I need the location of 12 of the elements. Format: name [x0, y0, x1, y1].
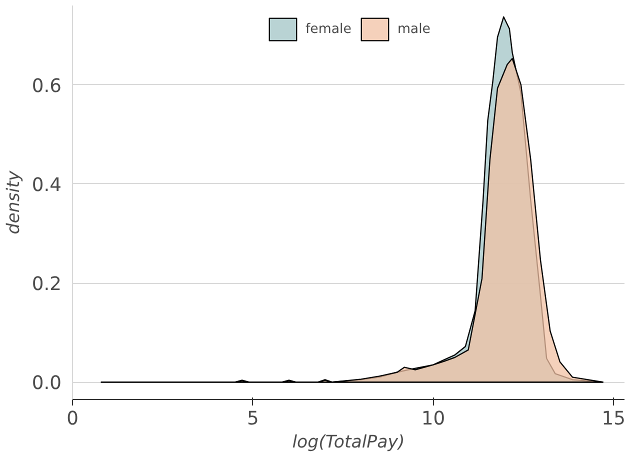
y-tick-label: 0.6	[32, 76, 62, 97]
y-tick-label: 0.0	[32, 373, 62, 394]
y-tick-label: 0.4	[32, 174, 62, 196]
legend-label: female	[305, 22, 352, 36]
x-axis-title: log(TotalPay)	[292, 432, 405, 452]
x-tick-label: 15	[602, 408, 626, 430]
x-tick-label: 10	[421, 408, 446, 430]
legend-label: male	[397, 22, 431, 36]
y-tick-label: 0.2	[32, 274, 62, 296]
y-axis-title: density	[4, 170, 24, 234]
x-tick-label: 5	[246, 408, 259, 430]
x-tick-label: 0	[66, 408, 78, 430]
